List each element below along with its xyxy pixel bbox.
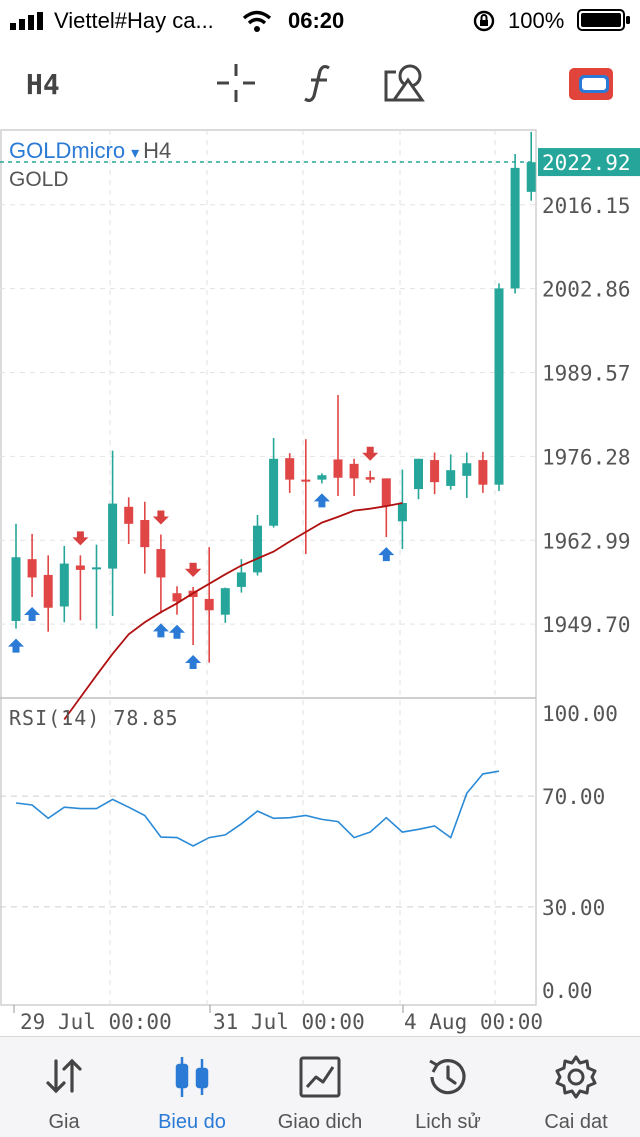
bottom-tab-bar: Gia Bieu do Giao dich Lich sử [0,1036,640,1137]
status-bar: Viettel#Hay ca... 06:20 100% [0,0,640,40]
candle-body [317,475,327,480]
candle-body [27,559,37,578]
time-axis-label: 29 Jul 00:00 [20,1010,172,1034]
trade-toggle-icon[interactable] [569,68,613,100]
symbol-caret-icon[interactable]: ▾ [131,145,140,162]
chart-toolbar: H4 [0,40,640,128]
rsi-axis-label: 70.00 [542,785,605,809]
candle-body [478,460,488,485]
wifi-icon [242,10,272,32]
candle-body [462,463,472,476]
tab-label: Gia [48,1111,80,1133]
candle-body [75,565,85,570]
rsi-line [15,770,500,847]
battery-icon [577,9,630,31]
chart-canvas[interactable]: 2016.15 2002.86 1989.57 1976.28 1962.99 1949.… [0,128,640,1036]
symbol-name[interactable]: GOLDmicro [9,138,126,163]
candle-body [220,588,230,615]
candle-body [204,598,214,611]
tab-giao-dich[interactable]: Giao dich [256,1037,384,1137]
buy-arrow-icon [8,638,24,653]
buy-arrow-icon [378,547,395,562]
chart-frame [0,129,537,1006]
gear-icon [555,1055,597,1099]
candle-body [430,460,440,483]
rsi-axis-label: 30.00 [542,896,605,920]
orientation-lock-icon [473,10,495,32]
candlestick-icon [175,1057,209,1097]
candle-body [301,479,311,482]
rsi-indicator-label: RSI(14) 78.85 [9,706,179,730]
candle-body [253,525,262,573]
tab-gia[interactable]: Gia [0,1037,128,1137]
candle-body [285,458,295,480]
price-axis-label: 1976.28 [542,445,631,469]
symbol-selector[interactable]: GOLDmicro ▾ H4 [9,138,171,164]
carrier-name: Viettel#Hay ca... [54,8,214,33]
history-clock-icon [429,1059,466,1095]
indicator-function-icon[interactable] [302,62,338,104]
tab-label: Lich sử [415,1111,481,1133]
sell-arrow-icon [72,531,89,546]
chart-area[interactable]: 2016.15 2002.86 1989.57 1976.28 1962.99 1949.… [0,128,640,1036]
candle-body [510,167,520,289]
candle-body [269,458,279,526]
candle-body [446,470,456,486]
objects-shapes-icon[interactable] [382,62,426,104]
candle-body [381,478,391,507]
buy-arrow-icon [169,624,185,639]
crosshair-icon[interactable] [215,62,257,104]
candle-body [494,288,504,485]
sell-arrow-icon [152,510,169,525]
candle-body [365,477,375,480]
candle-body [43,574,53,608]
candle-body [92,567,101,570]
symbol-timeframe: H4 [143,138,172,163]
candle-body [59,563,69,607]
trade-chart-icon [299,1056,341,1098]
candle-body [236,572,246,587]
time-axis-label: 31 Jul 00:00 [213,1010,365,1034]
time-axis-label: 4 Aug 00:00 [404,1010,543,1034]
buy-arrow-icon [185,654,202,669]
rsi-axis-label: 100.00 [542,702,618,726]
tab-label: Bieu do [158,1111,226,1133]
clock: 06:20 [288,8,345,33]
candle-body [414,458,423,490]
price-axis-label: 1949.70 [542,613,631,637]
current-price-tag [538,148,640,177]
candle-body [526,162,536,192]
price-axis-label: 1989.57 [542,362,631,386]
candle-body [349,463,359,479]
candle-body [124,506,134,524]
tab-label: Giao dich [277,1111,363,1133]
candle-body [156,549,166,578]
arrows-up-down-icon [46,1058,82,1094]
buy-arrow-icon [313,493,330,508]
price-axis-label: 2002.86 [542,278,631,302]
tab-bieu-do[interactable]: Bieu do [128,1037,256,1137]
candle-body [397,502,407,522]
rsi-axis-label: 0.00 [542,979,593,1003]
candle-body [108,503,118,569]
current-price-label: 2022.92 [542,151,631,175]
price-axis-label: 2016.15 [542,194,631,218]
candle-body [140,520,150,548]
sell-arrow-icon [362,446,379,461]
battery-percent: 100% [508,8,565,33]
sell-arrow-icon [185,562,202,577]
buy-arrow-icon [24,607,41,622]
price-axis-label: 1962.99 [542,529,631,553]
tab-cai-dat[interactable]: Cai dat [512,1037,640,1137]
moving-average-line [63,502,403,721]
symbol-description: GOLD [9,168,69,191]
candle-body [11,557,21,622]
candle-body [333,459,343,478]
tab-label: Cai dat [544,1111,608,1133]
buy-arrow-icon [152,623,169,638]
timeframe-button[interactable]: H4 [26,68,60,101]
signal-bars-icon [10,12,43,30]
candle-body [172,593,182,602]
tab-lich-su[interactable]: Lich sử [384,1037,512,1137]
